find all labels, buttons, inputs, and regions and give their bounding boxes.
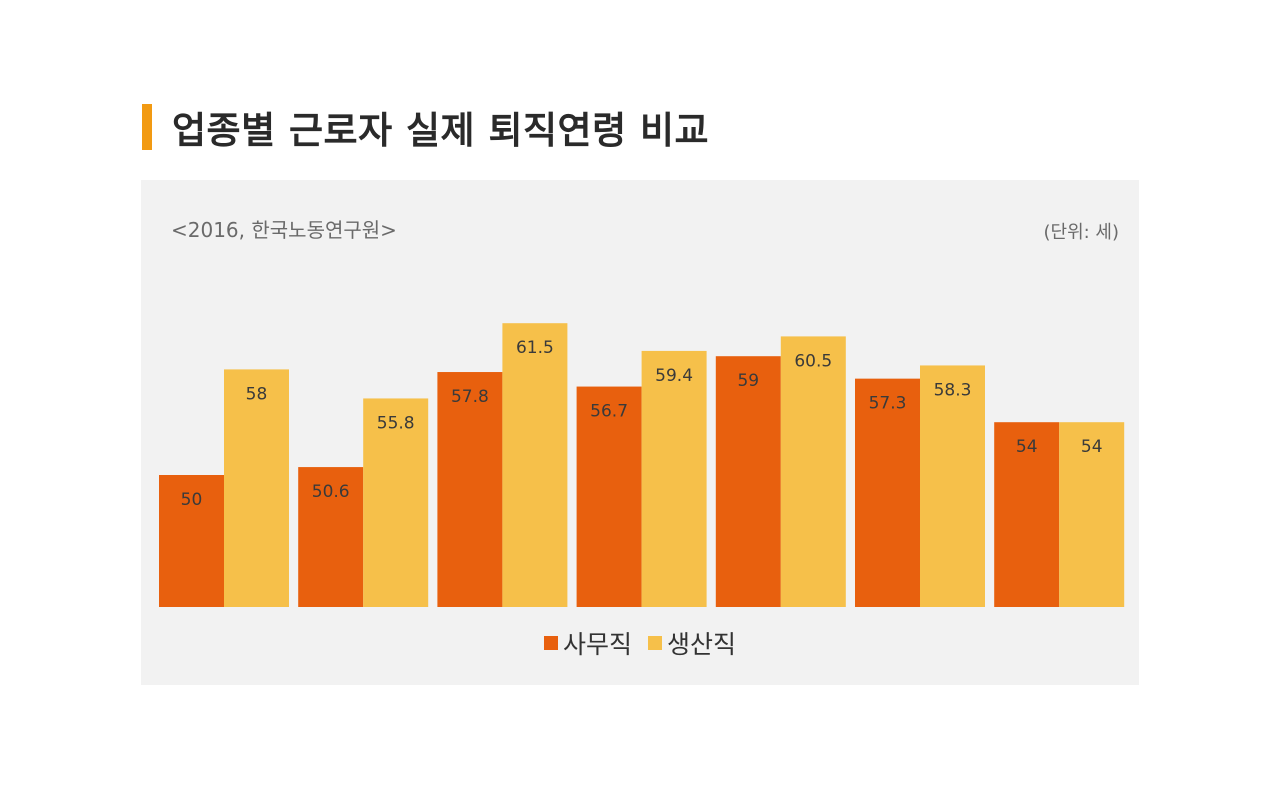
legend: 사무직 생산직 (141, 625, 1139, 661)
bar-series-1-group-1 (159, 475, 224, 607)
data-label-series-1-group-5: 59 (737, 371, 759, 391)
chart-panel: <2016, 한국노동연구원> (단위: 세) 50 50.6 57.8 56.7 59… (141, 180, 1139, 685)
bar-chart: 50 50.6 57.8 56.7 59 57.3 54 58 55.8 61.5 59.4 60.5… (159, 323, 1125, 607)
legend-label-series-2: 생산직 (667, 630, 737, 659)
bar-series-1-group-5 (715, 356, 781, 607)
bar-series-2-group-3 (502, 323, 568, 607)
bar-series-2-group-7 (1059, 422, 1125, 607)
title-accent-bar (142, 104, 152, 150)
legend-item-series-1: 사무직 (543, 625, 632, 661)
legend-label-series-1: 사무직 (562, 630, 632, 659)
bar-series-1-group-2 (298, 467, 364, 607)
data-label-series-2-group-3: 61.5 (516, 338, 554, 358)
legend-item-series-2: 생산직 (648, 625, 736, 661)
data-label-series-2-group-2: 55.8 (377, 413, 415, 433)
data-label-series-1-group-7: 54 (1016, 437, 1038, 457)
chart-title: 업종별 근로자 실제 퇴직연령 비교 (172, 109, 710, 152)
unit-label: (단위: 세) (1043, 222, 1119, 243)
bar-series-1-group-4 (576, 386, 642, 607)
legend-swatch-series-2 (648, 636, 662, 650)
bar-series-2-group-1 (224, 369, 289, 607)
data-label-series-2-group-5: 60.5 (794, 351, 832, 371)
data-label-series-2-group-1: 58 (246, 384, 268, 404)
title-block: 업종별 근로자 실제 퇴직연령 비교 (142, 100, 709, 154)
bar-series-1-group-6 (855, 378, 920, 607)
bar-series-1-group-7 (994, 422, 1060, 607)
bar-series-1-group-3 (437, 372, 503, 607)
bar-series-2-group-2 (363, 398, 429, 607)
data-label-series-1-group-1: 50 (181, 490, 203, 510)
data-label-series-2-group-7: 54 (1081, 437, 1103, 457)
data-label-series-2-group-4: 59.4 (655, 366, 693, 386)
data-label-series-1-group-6: 57.3 (869, 394, 907, 414)
bar-series-2-group-6 (920, 365, 985, 607)
data-label-series-1-group-3: 57.8 (451, 387, 489, 407)
data-label-series-1-group-2: 50.6 (312, 482, 350, 502)
source-label: <2016, 한국노동연구원> (171, 218, 397, 242)
data-label-series-1-group-4: 56.7 (590, 402, 628, 422)
bar-series-2-group-4 (641, 350, 707, 607)
data-label-series-2-group-6: 58.3 (934, 380, 972, 400)
legend-swatch-series-1 (543, 636, 558, 650)
bar-series-2-group-5 (780, 336, 846, 607)
